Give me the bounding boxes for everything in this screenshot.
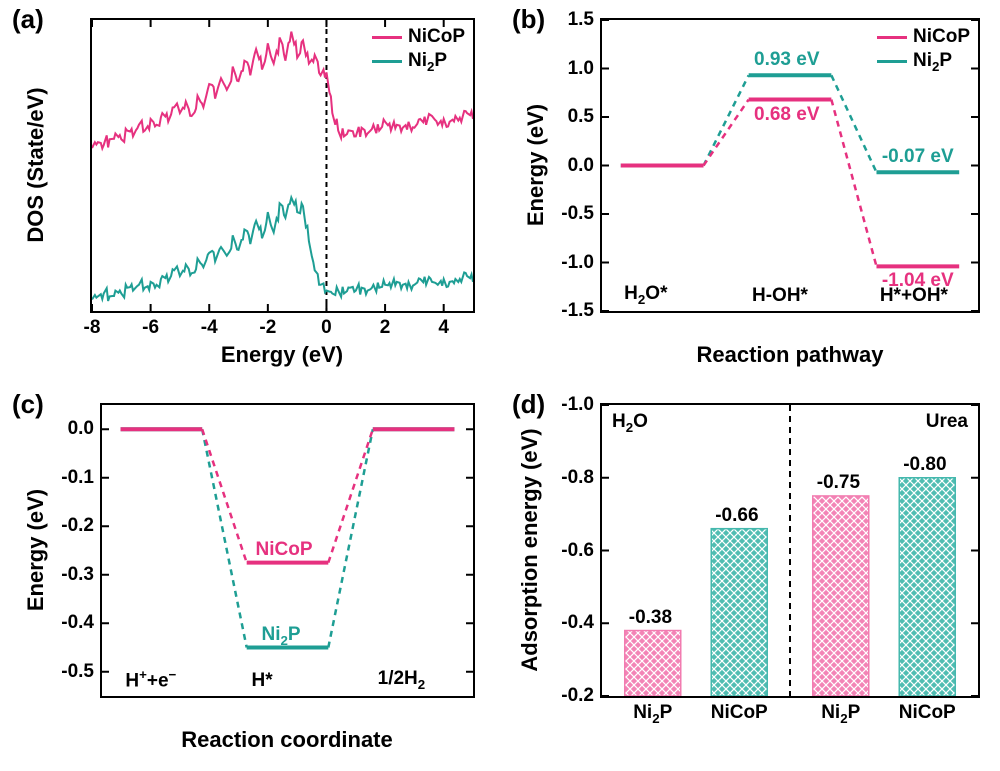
series-label-nicop: NiCoP bbox=[256, 539, 313, 561]
ytick-label: -1.0 bbox=[561, 252, 602, 274]
step-label: H++e− bbox=[125, 667, 176, 692]
panel-c: (c) NiCoP Ni2P H++e− H* 1/2H2 -0.5 -0.4 -0.3 -0.… bbox=[0, 385, 500, 771]
legend-label: Ni2P bbox=[913, 50, 952, 74]
ytick-label: -1.5 bbox=[561, 300, 602, 322]
ytick-label: -0.3 bbox=[61, 564, 102, 586]
legend-item-nicop: NiCoP bbox=[877, 26, 970, 48]
bar-xlabel: NiCoP bbox=[711, 696, 768, 724]
legend-label: NiCoP bbox=[408, 26, 465, 48]
step-label: H2O* bbox=[624, 283, 667, 307]
legend-swatch bbox=[372, 60, 402, 63]
bar-value: -0.66 bbox=[715, 505, 758, 527]
legend-swatch bbox=[877, 36, 907, 39]
step-label: H-OH* bbox=[752, 285, 808, 307]
panel-a-plot: NiCoP Ni2P -8-6-4-2024 bbox=[90, 18, 475, 313]
legend-item-ni2p: Ni2P bbox=[372, 50, 465, 74]
bar-value: -0.75 bbox=[817, 472, 860, 494]
ytick-label: 0.5 bbox=[568, 106, 602, 128]
step-label: H* bbox=[252, 670, 273, 692]
panel-b: (b) NiCoP Ni2P 0.93 eV 0.68 eV -0.07 eV -1.… bbox=[500, 0, 1000, 385]
ytick-label: -0.5 bbox=[61, 661, 102, 683]
bar-value: -0.80 bbox=[903, 454, 946, 476]
value-annotation: -0.07 eV bbox=[882, 146, 954, 168]
group-title-h2o: H2O bbox=[612, 411, 648, 435]
xtick-label: -2 bbox=[259, 311, 276, 339]
panel-b-label: (b) bbox=[512, 4, 545, 35]
panel-b-xlabel: Reaction pathway bbox=[696, 342, 883, 368]
ytick-label: 1.0 bbox=[568, 58, 602, 80]
ytick-label: -0.6 bbox=[561, 540, 602, 562]
panel-d-svg bbox=[602, 405, 978, 696]
panel-a-label: (a) bbox=[12, 4, 44, 35]
bar-xlabel: Ni2P bbox=[821, 696, 860, 726]
legend-swatch bbox=[372, 36, 402, 39]
group-title-urea: Urea bbox=[926, 411, 968, 433]
ytick-label: 0.0 bbox=[568, 155, 602, 177]
xtick-label: -4 bbox=[201, 311, 218, 339]
panel-a-xlabel: Energy (eV) bbox=[221, 342, 343, 368]
panel-d-ylabel: Adsorption energy (eV) bbox=[517, 428, 543, 671]
xtick-label: 4 bbox=[438, 311, 449, 339]
panel-d-plot: -0.38Ni2P-0.66NiCoP-0.75Ni2P-0.80NiCoPH2… bbox=[600, 403, 980, 698]
legend-item-ni2p: Ni2P bbox=[877, 50, 970, 74]
panel-c-xlabel: Reaction coordinate bbox=[181, 727, 392, 753]
legend-label: NiCoP bbox=[913, 26, 970, 48]
ytick-label: -0.4 bbox=[61, 612, 102, 634]
panel-b-plot: NiCoP Ni2P 0.93 eV0.68 eV-0.07 eV-1.04 e… bbox=[600, 18, 980, 313]
ytick-label: -0.8 bbox=[561, 467, 602, 489]
bar-value: -0.38 bbox=[629, 607, 672, 629]
bar-xlabel: Ni2P bbox=[633, 696, 672, 726]
step-label: 1/2H2 bbox=[378, 668, 426, 692]
figure-grid: (a) NiCoP Ni2P -8-6-4-2024 DOS (State/eV… bbox=[0, 0, 1000, 771]
ytick-label: -0.2 bbox=[61, 515, 102, 537]
panel-c-plot: NiCoPNi2PH++e−H*1/2H2-0.5-0.4-0.3-0.2-0.… bbox=[100, 403, 475, 698]
panel-a-legend: NiCoP Ni2P bbox=[372, 26, 465, 76]
series-label-ni2p: Ni2P bbox=[262, 624, 301, 648]
ytick-label: -0.4 bbox=[561, 612, 602, 634]
xtick-label: -6 bbox=[142, 311, 159, 339]
xtick-label: -8 bbox=[84, 311, 101, 339]
panel-a: (a) NiCoP Ni2P -8-6-4-2024 DOS (State/eV… bbox=[0, 0, 500, 385]
xtick-label: 0 bbox=[321, 311, 332, 339]
ytick-label: -0.5 bbox=[561, 203, 602, 225]
panel-b-ylabel: Energy (eV) bbox=[523, 104, 549, 226]
legend-swatch bbox=[877, 60, 907, 63]
panel-c-label: (c) bbox=[12, 389, 44, 420]
xtick-label: 2 bbox=[380, 311, 391, 339]
step-label: H*+OH* bbox=[880, 285, 948, 307]
legend-label: Ni2P bbox=[408, 50, 447, 74]
ytick-label: 0.0 bbox=[68, 418, 102, 440]
ytick-label: 1.5 bbox=[568, 9, 602, 31]
value-annotation: 0.68 eV bbox=[754, 104, 820, 126]
panel-a-ylabel: DOS (State/eV) bbox=[23, 87, 49, 242]
panel-b-legend: NiCoP Ni2P bbox=[877, 26, 970, 76]
ytick-label: -0.2 bbox=[561, 685, 602, 707]
panel-c-ylabel: Energy (eV) bbox=[23, 489, 49, 611]
panel-d: (d) -0.38Ni2P-0.66NiCoP-0.75Ni2P-0.80NiC… bbox=[500, 385, 1000, 771]
value-annotation: 0.93 eV bbox=[754, 49, 820, 71]
legend-item-nicop: NiCoP bbox=[372, 26, 465, 48]
panel-d-label: (d) bbox=[512, 389, 545, 420]
bar-xlabel: NiCoP bbox=[899, 696, 956, 724]
ytick-label: -1.0 bbox=[561, 394, 602, 416]
ytick-label: -0.1 bbox=[61, 467, 102, 489]
